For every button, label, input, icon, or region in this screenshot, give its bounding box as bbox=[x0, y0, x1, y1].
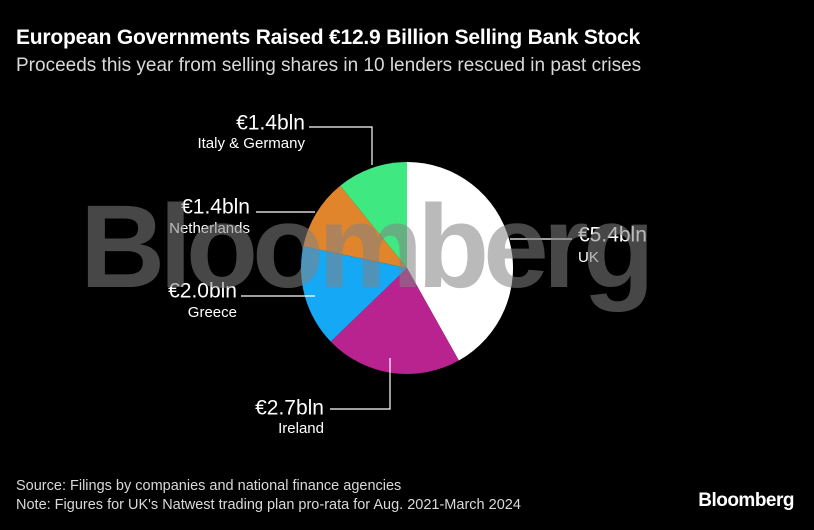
category-label-netherlands: Netherlands bbox=[169, 220, 250, 237]
data-label-italy-germany: €1.4bln bbox=[236, 112, 305, 135]
data-label-greece: €2.0bln bbox=[168, 280, 237, 303]
footnote: Note: Figures for UK's Natwest trading p… bbox=[16, 497, 521, 513]
data-label-netherlands: €1.4bln bbox=[181, 196, 250, 219]
category-label-italy-germany: Italy & Germany bbox=[197, 135, 305, 152]
chart-subtitle: Proceeds this year from selling shares i… bbox=[16, 55, 642, 76]
leader-line-italy-germany bbox=[309, 126, 373, 165]
pie-slice-netherlands bbox=[303, 185, 407, 268]
bloomberg-logo: Bloomberg bbox=[698, 490, 794, 511]
data-label-ireland: €2.7bln bbox=[255, 397, 324, 420]
chart-title: European Governments Raised €12.9 Billio… bbox=[16, 26, 641, 49]
pie-slice-italy-germany bbox=[340, 162, 407, 268]
pie-slice-greece bbox=[300, 246, 407, 342]
leader-line-ireland bbox=[330, 358, 391, 410]
pie-slice-uk bbox=[407, 161, 514, 361]
pie-slice-ireland bbox=[330, 268, 459, 375]
category-label-uk: UK bbox=[578, 249, 599, 266]
category-label-greece: Greece bbox=[188, 304, 237, 321]
source-note: Source: Filings by companies and nationa… bbox=[16, 478, 402, 494]
data-label-uk: €5.4bln bbox=[578, 224, 647, 247]
category-label-ireland: Ireland bbox=[278, 420, 324, 437]
